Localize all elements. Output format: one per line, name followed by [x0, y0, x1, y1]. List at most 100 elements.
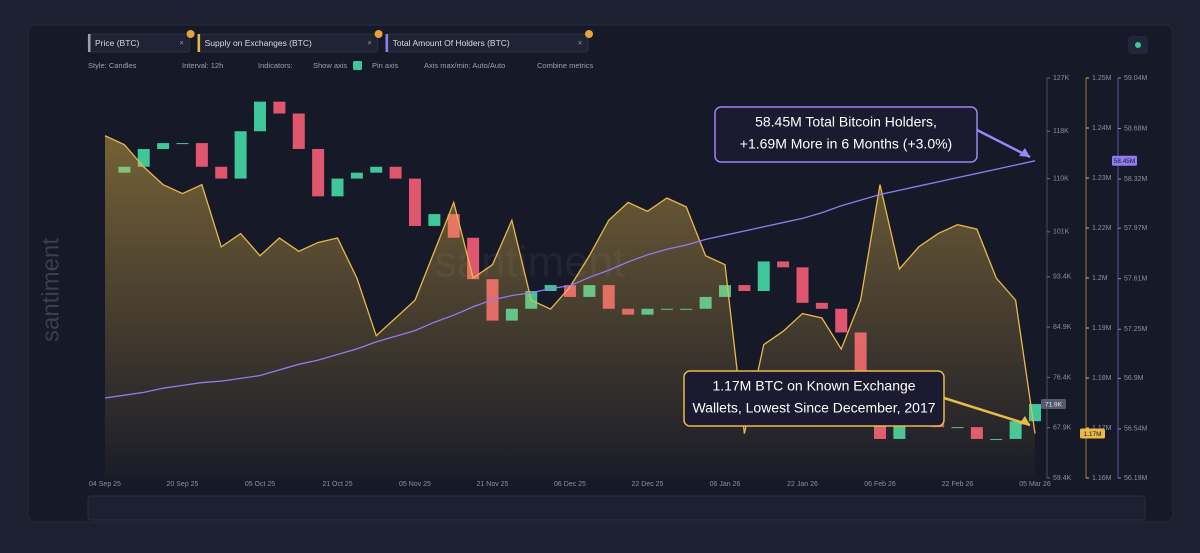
toolbar-item[interactable]: Interval: 12h	[182, 61, 223, 70]
candle	[409, 178, 421, 226]
y-tick-label: 58.32M	[1124, 176, 1148, 183]
candle	[157, 143, 170, 150]
area-line	[104, 135, 1036, 434]
toolbar-item[interactable]: Pin axis	[372, 61, 399, 70]
tab-color	[385, 34, 389, 52]
y-tick-label: 57.25M	[1124, 326, 1148, 333]
value-badge	[1080, 428, 1105, 439]
annotation-arrow	[943, 396, 1031, 427]
tab-close: ×	[367, 39, 372, 48]
y-tick-label: 84.9K	[1053, 324, 1072, 331]
annotation-box	[714, 106, 978, 163]
arrow-head	[1019, 416, 1030, 425]
candle	[176, 143, 189, 145]
value-badge-label: 58.45M	[1114, 158, 1136, 165]
status-dot	[1135, 42, 1141, 48]
candle	[389, 166, 402, 179]
annotation-text: 1.17M BTC on Known Exchange	[712, 378, 915, 394]
y-tick-label: 67.9K	[1053, 425, 1072, 432]
candle	[331, 178, 344, 197]
x-tick-label: 05 Oct 25	[245, 481, 275, 488]
value-badge-label: 71.9K	[1045, 401, 1063, 408]
candle	[370, 166, 383, 173]
candle	[350, 172, 363, 179]
x-tick-label: 21 Nov 25	[477, 481, 509, 488]
candle	[195, 143, 208, 167]
tab-badge	[186, 30, 195, 38]
annotation-text: Wallets, Lowest Since December, 2017	[692, 400, 935, 416]
tab-close: ×	[179, 39, 184, 48]
y-tick-label: 1.19M	[1092, 325, 1112, 332]
y-tick-label: 1.24M	[1092, 125, 1112, 132]
x-tick-label: 21 Oct 25	[322, 481, 352, 488]
tab-label: Price (BTC)	[95, 38, 140, 48]
candle	[254, 101, 266, 132]
toolbar-item[interactable]: Combine metrics	[537, 61, 594, 70]
y-tick-label: 59.4K	[1053, 475, 1072, 482]
annotation-arrow	[976, 128, 1031, 159]
annotation-text: +1.69M More in 6 Months (+3.0%)	[740, 136, 952, 152]
candle	[777, 261, 790, 268]
toolbar-item[interactable]: Indicators:	[258, 61, 293, 70]
y-tick-label: 56.9M	[1124, 375, 1144, 382]
y-tick-label: 110K	[1053, 175, 1069, 182]
x-tick-label: 06 Dec 25	[554, 481, 586, 488]
y-tick-label: 93.4K	[1053, 274, 1072, 281]
candle	[273, 101, 286, 114]
x-tick-label: 06 Jan 26	[710, 481, 741, 488]
candle	[835, 308, 848, 333]
x-tick-label: 22 Dec 25	[632, 481, 664, 488]
x-tick-label: 22 Feb 26	[942, 481, 974, 488]
candle	[292, 113, 305, 150]
y-tick-label: 127K	[1053, 75, 1070, 82]
toolbar-item[interactable]: Style: Candles	[88, 61, 137, 70]
x-tick-label: 04 Sep 25	[89, 481, 121, 488]
arrow-head	[1019, 148, 1030, 157]
value-badge	[1112, 155, 1137, 166]
candle	[757, 261, 770, 292]
x-tick-label: 05 Nov 25	[399, 481, 431, 488]
candle	[738, 285, 751, 292]
x-tick-label: 05 Mar 26	[1019, 481, 1051, 488]
tab-close: ×	[578, 39, 583, 48]
y-tick-label: 1.23M	[1092, 175, 1112, 182]
y-tick-label: 1.25M	[1092, 75, 1112, 82]
toolbar-item[interactable]: Axis max/min: Auto/Auto	[424, 61, 505, 70]
y-tick-label: 76.4K	[1053, 374, 1072, 381]
candle	[428, 214, 441, 226]
value-badge-label: 1.17M	[1083, 431, 1101, 438]
y-tick-label: 118K	[1053, 128, 1069, 135]
watermark-side: santiment	[37, 238, 64, 342]
tab-color	[88, 34, 91, 52]
tab-badge	[585, 30, 593, 38]
candle	[215, 166, 228, 179]
y-tick-label: 59.04M	[1124, 75, 1148, 82]
y-tick-label: 57.61M	[1124, 276, 1148, 283]
value-badge	[1041, 399, 1066, 410]
tab-badge	[374, 30, 383, 38]
toolbar-item[interactable]: Show axis	[313, 61, 347, 70]
candle	[234, 131, 247, 179]
annotation-box	[683, 370, 945, 427]
holders-line	[104, 160, 1036, 399]
annotation-text: 58.45M Total Bitcoin Holders,	[755, 114, 937, 130]
x-tick-label: 22 Jan 26	[787, 481, 818, 488]
y-tick-label: 58.68M	[1124, 125, 1148, 132]
tab-label: Supply on Exchanges (BTC)	[205, 38, 312, 48]
x-tick-label: 06 Feb 26	[864, 481, 896, 488]
y-tick-label: 101K	[1053, 229, 1070, 236]
y-tick-label: 57.97M	[1124, 225, 1148, 232]
y-tick-label: 56.54M	[1124, 426, 1148, 433]
tab-label: Total Amount Of Holders (BTC)	[393, 38, 510, 48]
candle	[796, 267, 809, 303]
y-tick-label: 1.22M	[1092, 225, 1112, 232]
navigator[interactable]	[87, 495, 1146, 521]
candle	[815, 302, 828, 309]
y-tick-label: 1.17M	[1092, 425, 1112, 432]
checkbox[interactable]	[353, 61, 362, 70]
tab-color	[197, 34, 201, 52]
y-tick-label: 1.2M	[1092, 275, 1108, 282]
candle	[312, 149, 325, 197]
